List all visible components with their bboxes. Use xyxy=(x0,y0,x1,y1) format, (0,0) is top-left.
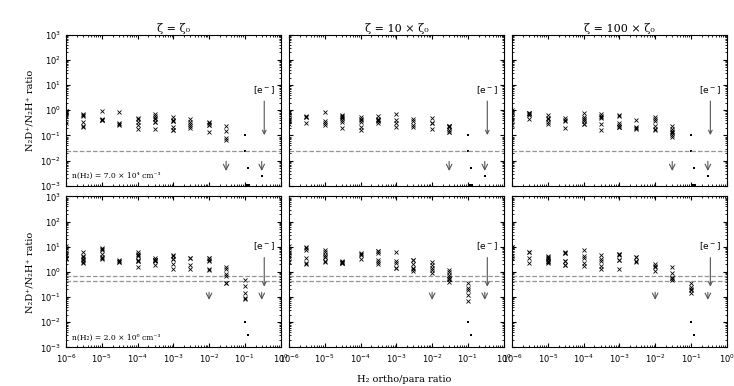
Text: n(H₂) = 7.0 × 10⁴ cm⁻³: n(H₂) = 7.0 × 10⁴ cm⁻³ xyxy=(73,172,161,180)
Title: ζ = 100 × ζ₀: ζ = 100 × ζ₀ xyxy=(584,23,655,34)
Text: [e$^-$]: [e$^-$] xyxy=(700,240,722,286)
Text: [e$^-$]: [e$^-$] xyxy=(700,84,722,134)
Text: n(H₂) = 2.0 × 10⁶ cm⁻³: n(H₂) = 2.0 × 10⁶ cm⁻³ xyxy=(73,334,161,341)
Y-axis label: N₂D⁺/N₂H⁺ ratio: N₂D⁺/N₂H⁺ ratio xyxy=(26,69,34,151)
Title: ζ = 10 × ζ₀: ζ = 10 × ζ₀ xyxy=(365,23,428,34)
Text: H₂ ortho/para ratio: H₂ ortho/para ratio xyxy=(357,375,451,384)
Y-axis label: N₂D⁺/N₂H⁺ ratio: N₂D⁺/N₂H⁺ ratio xyxy=(26,231,34,313)
Text: [e$^-$]: [e$^-$] xyxy=(476,240,498,286)
Title: ζ = ζ₀: ζ = ζ₀ xyxy=(157,23,190,34)
Text: [e$^-$]: [e$^-$] xyxy=(253,240,275,286)
Text: [e$^-$]: [e$^-$] xyxy=(476,84,498,134)
Text: [e$^-$]: [e$^-$] xyxy=(253,84,275,134)
